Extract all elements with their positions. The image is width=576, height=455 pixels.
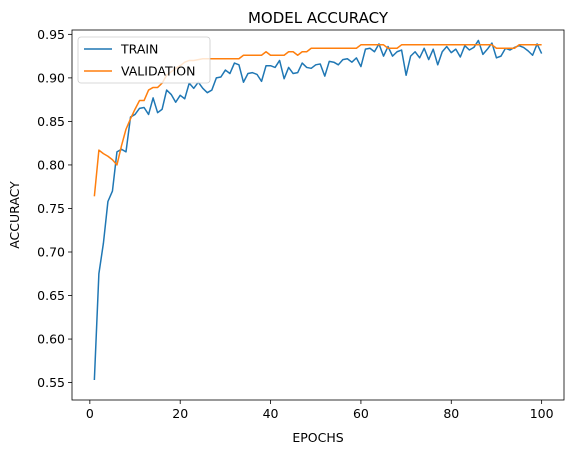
legend-label-train: TRAIN xyxy=(120,42,158,57)
x-tick-label: 100 xyxy=(530,406,554,421)
y-tick-label: 0.80 xyxy=(37,157,65,172)
x-axis-ticks: 0 20 40 60 80 100 xyxy=(86,400,554,421)
y-tick-label: 0.65 xyxy=(37,288,65,303)
y-tick-label: 0.95 xyxy=(37,27,65,42)
x-tick-label: 80 xyxy=(443,406,459,421)
y-tick-label: 0.75 xyxy=(37,201,65,216)
y-tick-label: 0.90 xyxy=(37,70,65,85)
plot-frame xyxy=(71,29,565,401)
x-tick-label: 0 xyxy=(86,406,94,421)
series-layer xyxy=(93,39,543,381)
y-tick-label: 0.60 xyxy=(37,332,65,347)
legend-label-validation: VALIDATION xyxy=(121,64,195,79)
y-tick-label: 0.85 xyxy=(37,114,65,129)
series-line-train xyxy=(93,39,543,381)
legend: TRAIN VALIDATION xyxy=(77,36,211,84)
y-tick-label: 0.55 xyxy=(37,375,65,390)
y-axis-title: ACCURACY xyxy=(7,181,22,249)
chart-title: MODEL ACCURACY xyxy=(248,9,389,27)
x-tick-label: 20 xyxy=(172,406,188,421)
x-tick-label: 40 xyxy=(263,406,279,421)
x-tick-label: 60 xyxy=(353,406,369,421)
y-tick-label: 0.70 xyxy=(37,245,65,260)
y-axis-ticks: 0.55 0.60 0.65 0.70 0.75 0.80 0.85 0.90 0.95 xyxy=(37,27,72,390)
x-axis-title: EPOCHS xyxy=(292,430,343,445)
